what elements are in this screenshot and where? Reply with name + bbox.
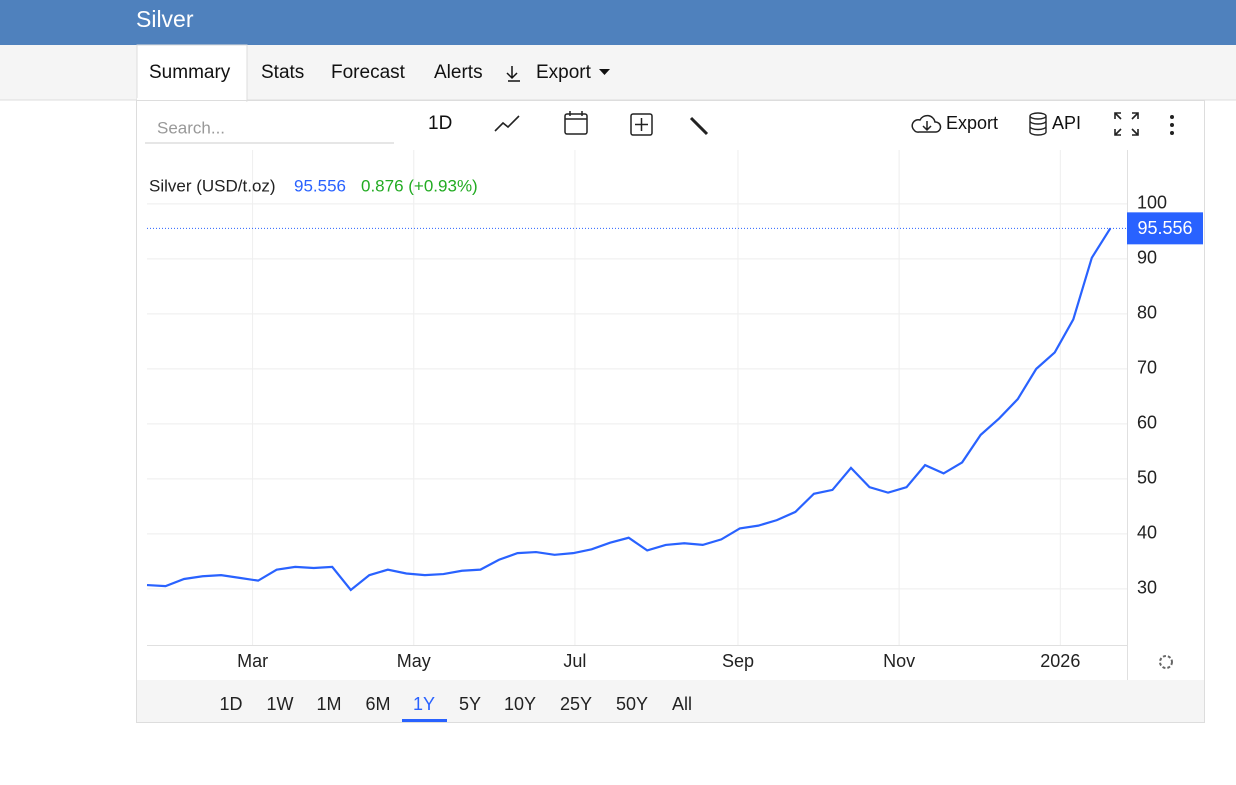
y-tick-label: 50 (1137, 468, 1157, 488)
compare-icon[interactable] (630, 113, 653, 136)
caret (599, 69, 610, 75)
range-button[interactable]: 1D (219, 694, 242, 714)
y-tick-label: 80 (1137, 303, 1157, 323)
y-tick-label: 40 (1137, 523, 1157, 543)
x-tick-label: Nov (883, 651, 915, 671)
fullscreen-icon[interactable] (1114, 112, 1139, 136)
compare-plus (635, 118, 648, 131)
tab[interactable]: Export (536, 62, 592, 83)
range-button[interactable]: All (672, 694, 692, 714)
range-button[interactable]: 5Y (459, 694, 481, 714)
last-price-box (1127, 212, 1203, 245)
range-button[interactable]: 1M (316, 694, 341, 714)
axis-settings-icon[interactable] (1159, 655, 1173, 669)
menu-icon[interactable] (1170, 115, 1174, 135)
header-title: Silver (136, 6, 194, 32)
price-line (146, 227, 1112, 592)
x-tick-label: May (397, 651, 431, 671)
search-input[interactable]: Search... (157, 118, 225, 137)
chart-type-icon[interactable] (494, 115, 520, 132)
x-tick-label: 2026 (1040, 651, 1080, 671)
range-group: 1D 1W 1M 6M 1Y 5Y 10Y 25Y 50Y All (219, 694, 692, 722)
legend-change: 0.876 (+0.93%) (361, 176, 478, 195)
range-button[interactable]: 6M (365, 694, 390, 714)
y-tick-label: 70 (1137, 358, 1157, 378)
header-bar (0, 0, 1236, 45)
api-icon (1029, 112, 1047, 136)
range-button[interactable]: 1Y (413, 694, 435, 714)
y-tick-label: 60 (1137, 413, 1157, 433)
range-button[interactable]: 10Y (504, 694, 536, 714)
y-tick-label: 30 (1137, 578, 1157, 598)
calendar-icon[interactable] (564, 113, 588, 135)
y-tick-label: 90 (1137, 248, 1157, 268)
tab[interactable]: Forecast (331, 62, 406, 83)
x-tick-label: Mar (237, 651, 268, 671)
range-button[interactable]: 50Y (616, 694, 648, 714)
legend-name: Silver (USD/t.oz) (149, 176, 276, 195)
widget-frame (136, 100, 1205, 723)
api-button[interactable]: API (1052, 113, 1081, 133)
tab[interactable]: Stats (261, 62, 304, 83)
export-button[interactable]: Export (946, 113, 998, 133)
x-tick-label: Sep (722, 651, 754, 671)
last-price-label: 95.556 (1137, 218, 1192, 238)
range-button[interactable]: 1W (267, 694, 294, 714)
settings-icon[interactable] (689, 116, 709, 136)
x-tick-label: Jul (563, 651, 586, 671)
interval-button[interactable]: 1D (428, 113, 452, 134)
download-icon (506, 66, 520, 82)
calendar-detail (565, 111, 587, 120)
range-button[interactable]: 25Y (560, 694, 592, 714)
plot (146, 150, 1127, 645)
y-tick-label: 100 (1137, 193, 1167, 213)
tab[interactable]: Summary (149, 62, 231, 83)
tab[interactable]: Alerts (434, 62, 483, 83)
legend-price: 95.556 (294, 176, 346, 195)
active-range-underline (402, 719, 447, 722)
range-bar (137, 680, 1204, 722)
cloud-icon (911, 114, 942, 133)
